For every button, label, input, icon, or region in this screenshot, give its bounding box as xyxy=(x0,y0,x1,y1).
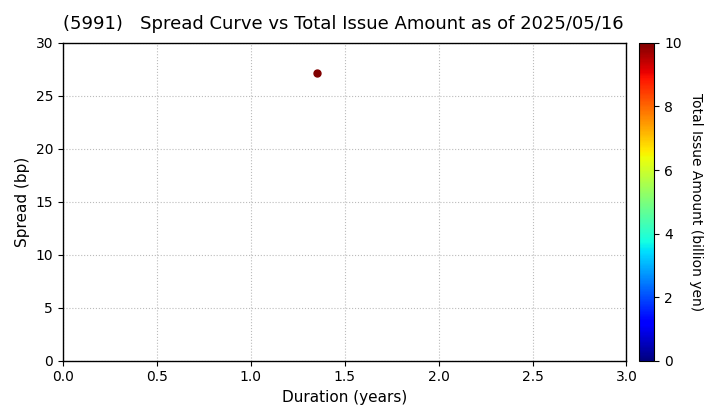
Y-axis label: Spread (bp): Spread (bp) xyxy=(15,157,30,247)
Y-axis label: Total Issue Amount (billion yen): Total Issue Amount (billion yen) xyxy=(688,93,703,311)
Point xyxy=(311,69,323,76)
X-axis label: Duration (years): Duration (years) xyxy=(282,390,408,405)
Text: (5991)   Spread Curve vs Total Issue Amount as of 2025/05/16: (5991) Spread Curve vs Total Issue Amoun… xyxy=(63,15,624,33)
